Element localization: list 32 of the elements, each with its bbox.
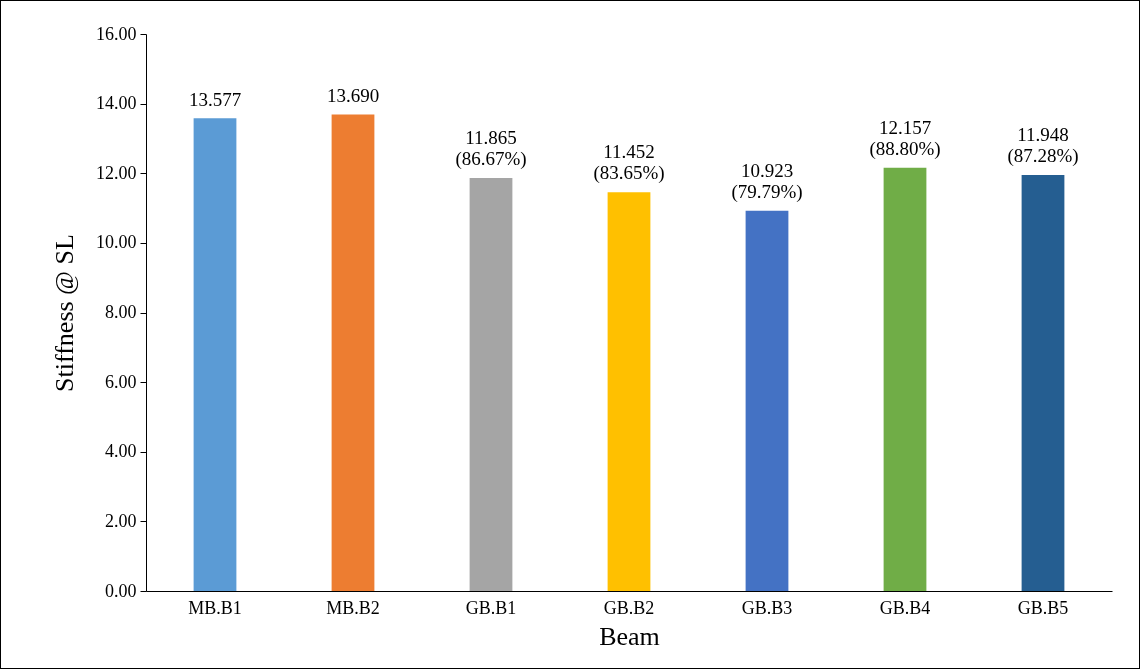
data-label: 13.690 [326, 85, 380, 107]
x-tick-label: MB.B1 [188, 597, 242, 618]
data-label: 10.923 (79.79%) [731, 159, 803, 203]
bar [331, 114, 375, 591]
y-axis-title: Stiffness @ SL [50, 234, 79, 392]
bar [1021, 175, 1065, 591]
data-label: 11.948 (87.28%) [1007, 124, 1079, 168]
x-tick-label: GB.B2 [603, 597, 655, 618]
x-tick-label: GB.B5 [1017, 597, 1069, 618]
y-tick-label: 12.00 [96, 162, 137, 183]
y-tick-label: 10.00 [96, 232, 137, 253]
y-tick-label: 6.00 [105, 371, 137, 392]
x-tick-label: GB.B3 [741, 597, 793, 618]
data-label: 11.452 (83.65%) [593, 141, 665, 185]
data-label: 12.157 (88.80%) [869, 116, 941, 160]
bar [607, 192, 651, 591]
y-tick-label: 16.00 [96, 23, 137, 44]
bar [469, 177, 513, 591]
bar [193, 118, 237, 591]
bar [883, 167, 927, 591]
data-label: 11.865 (86.67%) [455, 126, 527, 170]
bar [745, 210, 789, 591]
y-tick-label: 0.00 [105, 580, 137, 601]
x-axis-title: Beam [599, 621, 660, 651]
x-tick-label: GB.B1 [465, 597, 517, 618]
x-tick-label: GB.B4 [879, 597, 931, 618]
y-tick-label: 14.00 [96, 93, 137, 114]
y-tick-label: 2.00 [105, 510, 137, 531]
data-label: 13.577 [188, 89, 242, 111]
y-tick-label: 4.00 [105, 441, 137, 462]
y-tick-label: 8.00 [105, 302, 137, 322]
x-tick-label: MB.B2 [326, 597, 380, 618]
